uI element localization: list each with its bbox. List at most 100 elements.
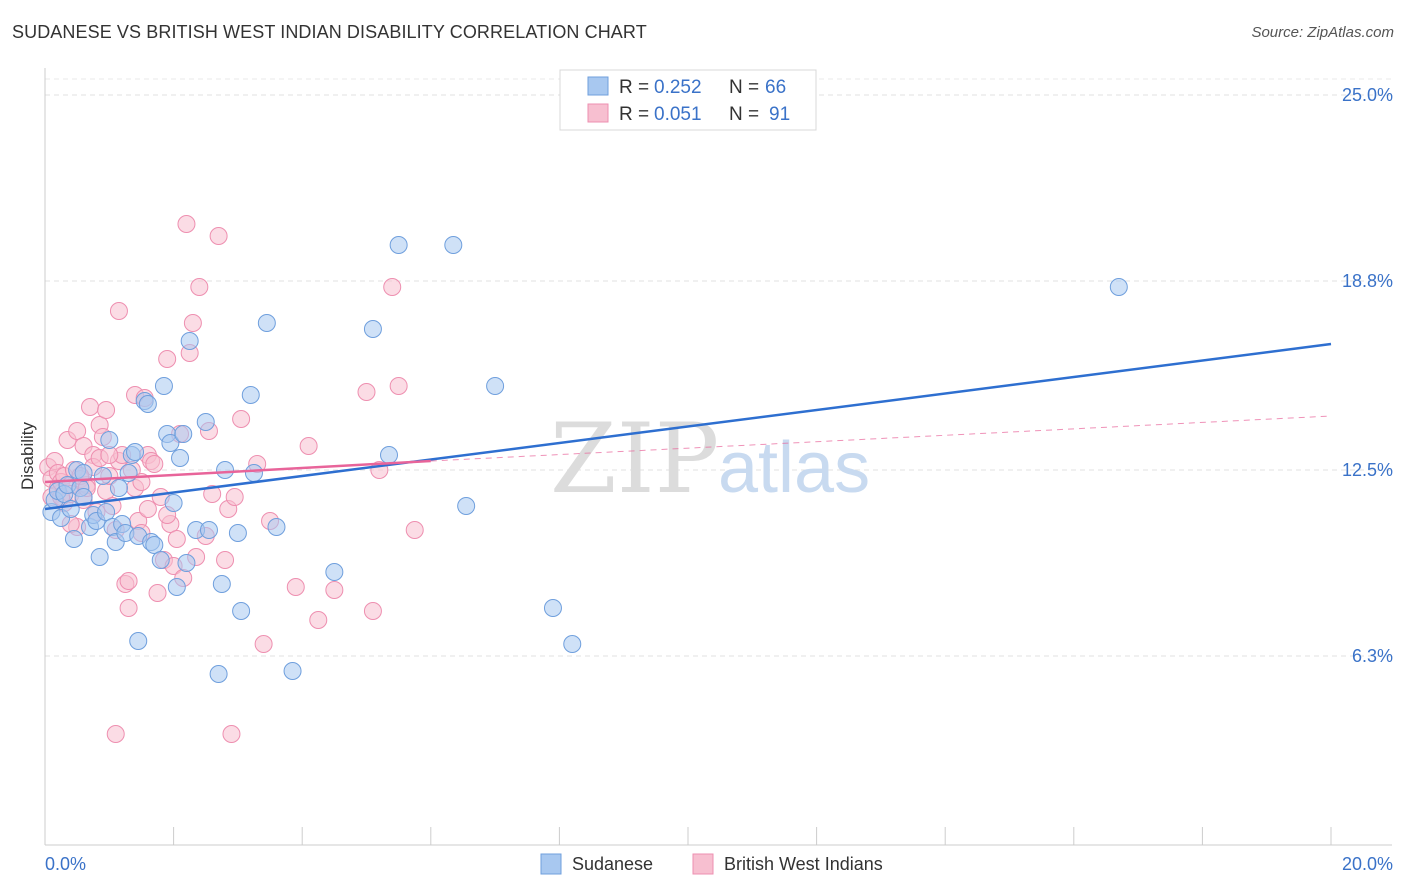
data-point-british-west-indians — [138, 500, 157, 518]
data-point-british-west-indians — [286, 578, 305, 596]
data-point-british-west-indians — [106, 725, 125, 743]
data-point-british-west-indians — [299, 437, 318, 455]
data-point-british-west-indians — [145, 455, 164, 473]
data-point-sudanese — [216, 461, 235, 479]
data-point-sudanese — [100, 431, 119, 449]
data-point-sudanese — [444, 236, 463, 254]
data-point-british-west-indians — [167, 530, 186, 548]
data-point-sudanese — [164, 494, 183, 512]
data-point-british-west-indians — [119, 572, 138, 590]
data-point-sudanese — [126, 443, 145, 461]
legend-n-value-2: 91 — [769, 104, 790, 125]
data-point-sudanese — [161, 434, 180, 452]
data-point-british-west-indians — [383, 278, 402, 296]
chart-title: SUDANESE VS BRITISH WEST INDIAN DISABILI… — [12, 22, 647, 42]
y-tick-label: 18.8% — [1342, 271, 1393, 291]
x-tick-label-min: 0.0% — [45, 854, 86, 874]
data-point-british-west-indians — [177, 215, 196, 233]
data-point-sudanese — [180, 332, 199, 350]
data-point-sudanese — [138, 395, 157, 413]
x-tick-label-max: 20.0% — [1342, 854, 1393, 874]
legend-n-label-1: N = — [729, 77, 759, 98]
bottom-legend-swatch-sudanese — [540, 853, 562, 875]
data-point-british-west-indians — [309, 611, 328, 629]
y-tick-label: 12.5% — [1342, 460, 1393, 480]
trend-lines — [44, 342, 1332, 511]
data-point-sudanese — [129, 632, 148, 650]
data-point-british-west-indians — [389, 377, 408, 395]
data-point-british-west-indians — [109, 302, 128, 320]
bottom-legend-swatch-bwi — [692, 853, 714, 875]
data-point-sudanese — [154, 377, 173, 395]
data-point-sudanese — [212, 575, 231, 593]
gridlines — [45, 78, 1392, 657]
data-point-british-west-indians — [222, 725, 241, 743]
trendline-bwi-extended — [430, 415, 1332, 462]
y-tick-labels: 6.3% 12.5% 18.8% 25.0% — [1342, 85, 1393, 666]
data-point-british-west-indians — [363, 602, 382, 620]
data-point-sudanese — [177, 554, 196, 572]
legend-r-value-2: 0.051 — [654, 104, 702, 125]
watermark-atlas: atlas — [718, 428, 870, 508]
data-point-sudanese — [209, 665, 228, 683]
data-point-sudanese — [199, 521, 218, 539]
data-point-british-west-indians — [190, 278, 209, 296]
data-point-sudanese — [232, 602, 251, 620]
data-point-sudanese — [174, 425, 193, 443]
data-point-sudanese — [563, 635, 582, 653]
legend-swatch-bwi — [587, 103, 609, 123]
data-point-sudanese — [1109, 278, 1128, 296]
data-point-sudanese — [97, 503, 116, 521]
legend: R = 0.252 N = 66 R = 0.051 N = 91 — [559, 69, 817, 131]
data-point-british-west-indians — [209, 227, 228, 245]
data-point-british-west-indians — [216, 551, 235, 569]
data-point-sudanese — [543, 599, 562, 617]
data-point-sudanese — [486, 377, 505, 395]
data-point-sudanese — [228, 524, 247, 542]
data-point-sudanese — [244, 464, 263, 482]
data-point-british-west-indians — [225, 488, 244, 506]
data-point-sudanese — [457, 497, 476, 515]
series-sudanese — [42, 236, 1128, 683]
legend-r-label-2: R = — [619, 104, 649, 125]
legend-r-label-1: R = — [619, 77, 649, 98]
data-point-sudanese — [74, 488, 93, 506]
data-point-sudanese — [109, 479, 128, 497]
legend-n-value-1: 66 — [765, 77, 786, 98]
data-point-sudanese — [363, 320, 382, 338]
y-tick-label: 25.0% — [1342, 85, 1393, 105]
data-point-sudanese — [325, 563, 344, 581]
data-point-sudanese — [257, 314, 276, 332]
data-point-british-west-indians — [148, 584, 167, 602]
data-point-british-west-indians — [203, 485, 222, 503]
data-point-british-west-indians — [100, 446, 119, 464]
data-point-sudanese — [171, 449, 190, 467]
data-point-sudanese — [61, 500, 80, 518]
bottom-legend-label-bwi: British West Indians — [724, 854, 883, 874]
data-point-sudanese — [64, 530, 83, 548]
data-point-sudanese — [93, 467, 112, 485]
data-point-sudanese — [167, 578, 186, 596]
data-point-sudanese — [196, 413, 215, 431]
data-point-sudanese — [267, 518, 286, 536]
data-point-british-west-indians — [119, 599, 138, 617]
data-point-british-west-indians — [405, 521, 424, 539]
data-point-sudanese — [145, 536, 164, 554]
trendline-sudanese — [44, 342, 1332, 511]
data-point-sudanese — [283, 662, 302, 680]
data-point-british-west-indians — [81, 398, 100, 416]
data-point-british-west-indians — [254, 635, 273, 653]
data-point-sudanese — [90, 548, 109, 566]
data-point-british-west-indians — [183, 314, 202, 332]
data-point-british-west-indians — [325, 581, 344, 599]
source-label: Source: ZipAtlas.com — [1251, 24, 1394, 41]
data-point-sudanese — [389, 236, 408, 254]
x-tick-labels: 0.0% 20.0% — [45, 854, 1393, 874]
data-point-british-west-indians — [68, 422, 87, 440]
axes — [44, 68, 1392, 846]
legend-swatch-sudanese — [587, 76, 609, 96]
data-point-sudanese — [380, 446, 399, 464]
data-point-sudanese — [241, 386, 260, 404]
data-point-british-west-indians — [357, 383, 376, 401]
